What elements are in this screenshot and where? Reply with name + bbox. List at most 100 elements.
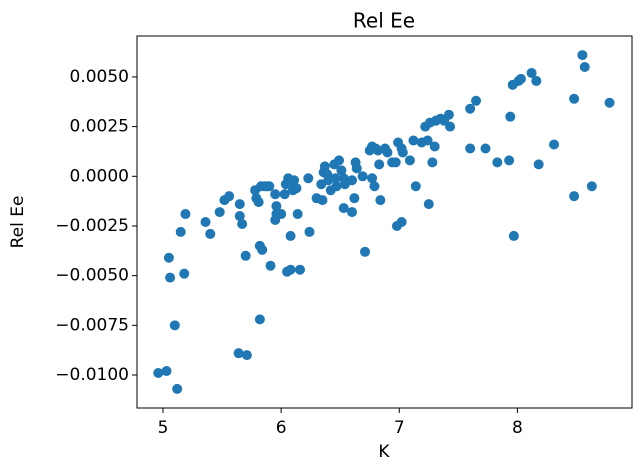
- point: [410, 181, 421, 192]
- point: [276, 209, 287, 220]
- point: [604, 97, 615, 108]
- point: [579, 62, 590, 72]
- point: [390, 157, 401, 168]
- point: [465, 103, 476, 114]
- y-tick-label: 0.0050: [70, 67, 129, 87]
- point: [549, 139, 560, 150]
- point: [334, 155, 345, 166]
- point: [577, 50, 588, 61]
- point: [369, 181, 380, 192]
- point: [526, 67, 537, 78]
- point: [285, 264, 296, 275]
- point: [397, 147, 408, 158]
- point: [161, 366, 172, 377]
- point: [253, 197, 264, 208]
- point: [153, 368, 164, 379]
- point: [471, 95, 482, 106]
- point: [357, 171, 368, 182]
- point: [445, 121, 456, 132]
- point: [531, 75, 542, 86]
- point: [367, 173, 378, 184]
- x-tick-label: 7: [394, 418, 405, 438]
- point: [180, 209, 191, 220]
- chart-title: Rel Ee: [353, 9, 415, 33]
- point: [254, 314, 265, 325]
- point: [319, 161, 330, 172]
- point: [375, 195, 386, 206]
- point: [429, 141, 440, 152]
- point: [233, 348, 244, 359]
- point: [586, 181, 597, 192]
- point: [234, 211, 245, 222]
- point: [569, 93, 580, 104]
- point: [492, 157, 503, 168]
- point: [240, 250, 251, 261]
- point: [265, 260, 276, 271]
- point: [257, 244, 268, 255]
- point: [285, 230, 296, 241]
- point: [396, 217, 407, 227]
- point: [241, 350, 252, 361]
- point: [427, 157, 438, 168]
- point: [422, 135, 433, 146]
- point: [271, 201, 282, 212]
- plot-frame: [136, 35, 633, 409]
- point: [279, 189, 290, 200]
- point: [404, 155, 415, 166]
- y-tick-label: −0.0025: [55, 216, 129, 236]
- point: [289, 175, 300, 186]
- point: [533, 159, 544, 170]
- point: [465, 143, 476, 154]
- point: [382, 147, 393, 158]
- point: [515, 73, 526, 84]
- point: [374, 159, 385, 170]
- point: [304, 226, 315, 237]
- x-axis-label: K: [378, 442, 390, 462]
- point: [504, 155, 515, 166]
- point: [423, 199, 434, 210]
- point: [317, 195, 328, 206]
- x-tick-label: 8: [512, 418, 523, 438]
- point: [303, 173, 314, 184]
- y-tick-label: 0.0025: [70, 117, 129, 137]
- point: [360, 246, 371, 257]
- point: [205, 228, 216, 239]
- point: [179, 268, 190, 279]
- point: [200, 217, 211, 227]
- point: [347, 175, 358, 186]
- point: [169, 320, 180, 331]
- point: [292, 209, 303, 220]
- point: [224, 191, 235, 202]
- y-tick-label: −0.0100: [55, 365, 129, 385]
- point: [336, 165, 347, 176]
- point: [172, 383, 183, 394]
- point: [508, 230, 519, 241]
- point: [505, 111, 516, 122]
- point: [175, 226, 186, 237]
- point: [291, 183, 302, 194]
- point: [347, 207, 358, 218]
- point: [480, 143, 491, 154]
- point: [295, 264, 306, 275]
- y-tick-label: −0.0075: [55, 315, 129, 335]
- point: [331, 181, 342, 192]
- point: [569, 191, 580, 202]
- point: [237, 218, 248, 229]
- point: [338, 203, 349, 214]
- point: [163, 252, 174, 263]
- point: [165, 272, 176, 283]
- y-axis-label: Rel Ee: [8, 196, 28, 249]
- point: [270, 189, 281, 200]
- y-tick-label: 0.0000: [70, 166, 129, 186]
- point: [264, 181, 275, 192]
- point: [443, 109, 454, 120]
- point: [234, 199, 245, 210]
- point: [351, 163, 362, 174]
- point: [349, 193, 360, 204]
- point: [214, 207, 225, 218]
- point: [330, 173, 341, 184]
- x-tick-label: 6: [276, 418, 287, 438]
- point: [408, 135, 419, 146]
